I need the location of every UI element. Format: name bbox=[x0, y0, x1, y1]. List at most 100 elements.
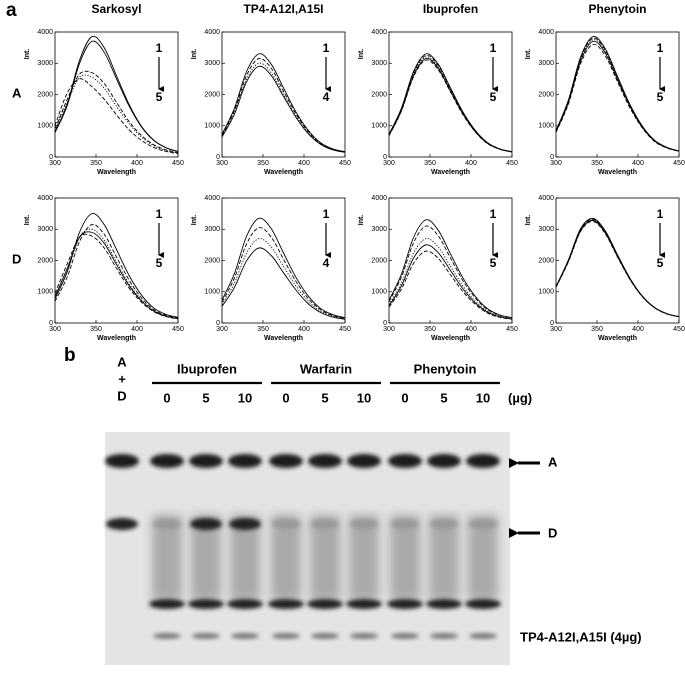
spectrum-line bbox=[54, 40, 179, 153]
band-a bbox=[308, 454, 342, 468]
band-d bbox=[391, 519, 419, 529]
x-tick-label: 350 bbox=[90, 326, 102, 333]
group-label: Warfarin bbox=[300, 361, 352, 376]
y-tick-label: 4000 bbox=[204, 195, 220, 202]
dose-label: 5 bbox=[202, 390, 209, 405]
chart-title: Sarkosyl bbox=[91, 2, 141, 16]
annotation-start: 1 bbox=[156, 207, 163, 221]
band-d bbox=[350, 519, 378, 529]
panel-label: a bbox=[6, 0, 17, 21]
y-axis-label: Int. bbox=[24, 215, 31, 226]
spectrum-line bbox=[388, 225, 513, 319]
annotation-start: 1 bbox=[657, 207, 664, 221]
band-low bbox=[188, 599, 224, 609]
x-axis-label: Wavelength bbox=[431, 169, 470, 176]
y-tick-label: 3000 bbox=[37, 60, 53, 67]
x-axis-label: Wavelength bbox=[97, 335, 136, 342]
y-tick-label: 1000 bbox=[204, 289, 220, 296]
annotation-start: 1 bbox=[490, 41, 497, 55]
band-peptide bbox=[311, 633, 339, 639]
x-tick-label: 350 bbox=[424, 326, 436, 333]
x-tick-label: 450 bbox=[673, 326, 685, 333]
x-tick-label: 400 bbox=[465, 326, 477, 333]
x-tick-label: 400 bbox=[632, 160, 644, 167]
y-tick-label: 2000 bbox=[371, 91, 387, 98]
dose-label: 10 bbox=[476, 390, 490, 405]
band-peptide bbox=[469, 633, 497, 639]
y-tick-label: 1000 bbox=[538, 123, 554, 130]
annotation-end: 5 bbox=[490, 90, 497, 104]
annotation-end: 5 bbox=[490, 256, 497, 270]
spectrum-line bbox=[54, 78, 179, 155]
y-tick-label: 0 bbox=[550, 154, 554, 161]
spectrum-line bbox=[221, 57, 346, 153]
y-tick-label: 3000 bbox=[538, 226, 554, 233]
control-lane-label: A bbox=[117, 354, 127, 369]
spectrum-line bbox=[388, 59, 513, 153]
x-tick-label: 450 bbox=[673, 160, 685, 167]
annotation-start: 1 bbox=[657, 41, 664, 55]
x-tick-label: 450 bbox=[339, 160, 351, 167]
smear bbox=[390, 515, 420, 600]
y-axis-label: Int. bbox=[191, 49, 198, 60]
y-tick-label: 0 bbox=[49, 154, 53, 161]
band-low bbox=[307, 599, 343, 609]
x-tick-label: 450 bbox=[506, 160, 518, 167]
y-tick-label: 2000 bbox=[37, 91, 53, 98]
y-tick-label: 4000 bbox=[538, 29, 554, 36]
chart-title: Ibuprofen bbox=[423, 2, 478, 16]
y-tick-label: 1000 bbox=[371, 289, 387, 296]
band-a bbox=[105, 454, 139, 468]
x-tick-label: 450 bbox=[506, 326, 518, 333]
x-axis-label: Wavelength bbox=[598, 335, 637, 342]
x-tick-label: 300 bbox=[383, 326, 395, 333]
annotation-start: 1 bbox=[323, 207, 330, 221]
x-tick-label: 400 bbox=[632, 326, 644, 333]
x-tick-label: 400 bbox=[465, 160, 477, 167]
spectrum-line bbox=[54, 233, 179, 320]
spectrum-line bbox=[221, 238, 346, 320]
y-tick-label: 4000 bbox=[371, 29, 387, 36]
smear bbox=[271, 515, 301, 600]
annotation-start: 1 bbox=[156, 41, 163, 55]
spectrum-line bbox=[555, 43, 680, 152]
annotation-end: 4 bbox=[323, 90, 330, 104]
band-peptide bbox=[231, 633, 259, 639]
annotation-end: 5 bbox=[657, 90, 664, 104]
band-a bbox=[347, 454, 381, 468]
x-tick-label: 450 bbox=[339, 326, 351, 333]
smear bbox=[468, 515, 498, 600]
annotation-start: 1 bbox=[490, 207, 497, 221]
band-a bbox=[466, 454, 500, 468]
band-label: D bbox=[548, 525, 557, 540]
y-tick-label: 2000 bbox=[538, 91, 554, 98]
y-tick-label: 2000 bbox=[204, 91, 220, 98]
band-peptide bbox=[192, 633, 220, 639]
y-tick-label: 1000 bbox=[37, 123, 53, 130]
row-label: D bbox=[12, 251, 21, 266]
x-tick-label: 400 bbox=[131, 326, 143, 333]
y-tick-label: 2000 bbox=[204, 257, 220, 264]
x-tick-label: 350 bbox=[424, 160, 436, 167]
y-tick-label: 3000 bbox=[371, 226, 387, 233]
annotation-end: 5 bbox=[657, 256, 664, 270]
spectrum-line bbox=[388, 219, 513, 319]
x-tick-label: 300 bbox=[383, 160, 395, 167]
band-a bbox=[228, 454, 262, 468]
spectrum-line bbox=[388, 244, 513, 320]
y-axis-label: Int. bbox=[525, 49, 532, 60]
band-peptide bbox=[391, 633, 419, 639]
y-axis-label: Int. bbox=[525, 215, 532, 226]
y-tick-label: 2000 bbox=[371, 257, 387, 264]
band-peptide bbox=[350, 633, 378, 639]
band-a bbox=[189, 454, 223, 468]
band-peptide bbox=[430, 633, 458, 639]
band-a bbox=[150, 454, 184, 468]
annotation-end: 5 bbox=[156, 90, 163, 104]
y-tick-label: 3000 bbox=[37, 226, 53, 233]
chart-title: TP4-A12I,A15I bbox=[243, 2, 323, 16]
y-tick-label: 1000 bbox=[538, 289, 554, 296]
spectrum-line bbox=[388, 238, 513, 320]
gel: A + D Ibuprofen 0 5 10 Warfarin 0 5 10 Phenytoin 0 5 1… bbox=[105, 354, 642, 665]
dose-label: 5 bbox=[321, 390, 328, 405]
